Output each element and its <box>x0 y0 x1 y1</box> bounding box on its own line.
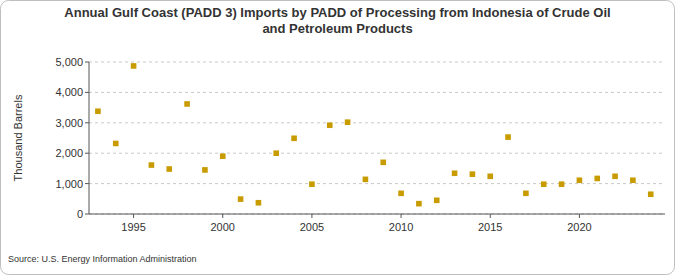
y-tick <box>85 122 89 123</box>
point <box>594 176 600 182</box>
point <box>470 171 476 177</box>
x-tick-label: 2005 <box>300 221 324 233</box>
y-axis <box>89 62 90 214</box>
grid-line <box>89 92 665 93</box>
y-tick-label: 4,000 <box>55 86 83 98</box>
point <box>131 63 137 69</box>
point <box>612 174 618 180</box>
grid-line <box>89 214 665 215</box>
grid-line <box>89 153 665 154</box>
point <box>166 166 172 172</box>
y-tick <box>85 62 89 63</box>
point <box>113 141 119 147</box>
y-tick <box>85 153 89 154</box>
points <box>95 63 653 206</box>
y-tick <box>85 183 89 184</box>
point <box>505 134 511 140</box>
chart: Annual Gulf Coast (PADD 3) Imports by PA… <box>0 0 675 275</box>
point <box>327 122 333 128</box>
x-tick <box>311 214 312 218</box>
point <box>220 153 226 159</box>
point <box>452 170 458 176</box>
point <box>398 191 404 197</box>
point <box>559 181 565 187</box>
point <box>309 181 315 187</box>
title-line: Annual Gulf Coast (PADD 3) Imports by PA… <box>64 5 610 20</box>
x-tick <box>401 214 402 218</box>
x-tick-label: 2000 <box>211 221 235 233</box>
point <box>416 201 422 207</box>
x-tick-label: 2015 <box>478 221 502 233</box>
point <box>273 150 279 156</box>
point <box>541 181 547 187</box>
y-tick-label: 3,000 <box>55 117 83 129</box>
grid-line <box>89 122 665 123</box>
x-tick <box>490 214 491 218</box>
x-axis <box>89 214 665 215</box>
point <box>345 119 351 125</box>
point <box>577 177 583 183</box>
y-tick-label: 5,000 <box>55 56 83 68</box>
x-tick <box>133 214 134 218</box>
point <box>434 198 440 204</box>
x-tick-label: 1995 <box>121 221 145 233</box>
point <box>487 174 493 180</box>
point <box>202 167 208 173</box>
point <box>648 191 654 197</box>
point <box>149 162 155 168</box>
y-tick-label: 1,000 <box>55 178 83 190</box>
grid-line <box>89 183 665 184</box>
point <box>380 160 386 166</box>
point <box>184 101 190 107</box>
y-tick <box>85 92 89 93</box>
point <box>95 108 101 114</box>
source: Source: U.S. Energy Information Administ… <box>8 254 197 264</box>
x-tick-label: 2010 <box>389 221 413 233</box>
point <box>630 177 636 183</box>
point <box>523 191 529 197</box>
point <box>256 200 262 206</box>
x-tick <box>222 214 223 218</box>
grid-line <box>89 62 665 63</box>
point <box>238 196 244 202</box>
point <box>363 177 369 183</box>
x-tick <box>579 214 580 218</box>
y-tick-label: 2,000 <box>55 147 83 159</box>
x-tick-label: 2020 <box>567 221 591 233</box>
y-axis-label: Thousand Barrels <box>12 94 24 181</box>
title: Annual Gulf Coast (PADD 3) Imports by PA… <box>64 5 610 36</box>
frame <box>1 1 675 275</box>
point <box>291 136 297 142</box>
y-tick-label: 0 <box>77 208 83 220</box>
title-line: and Petroleum Products <box>262 21 412 36</box>
y-tick <box>85 214 89 215</box>
